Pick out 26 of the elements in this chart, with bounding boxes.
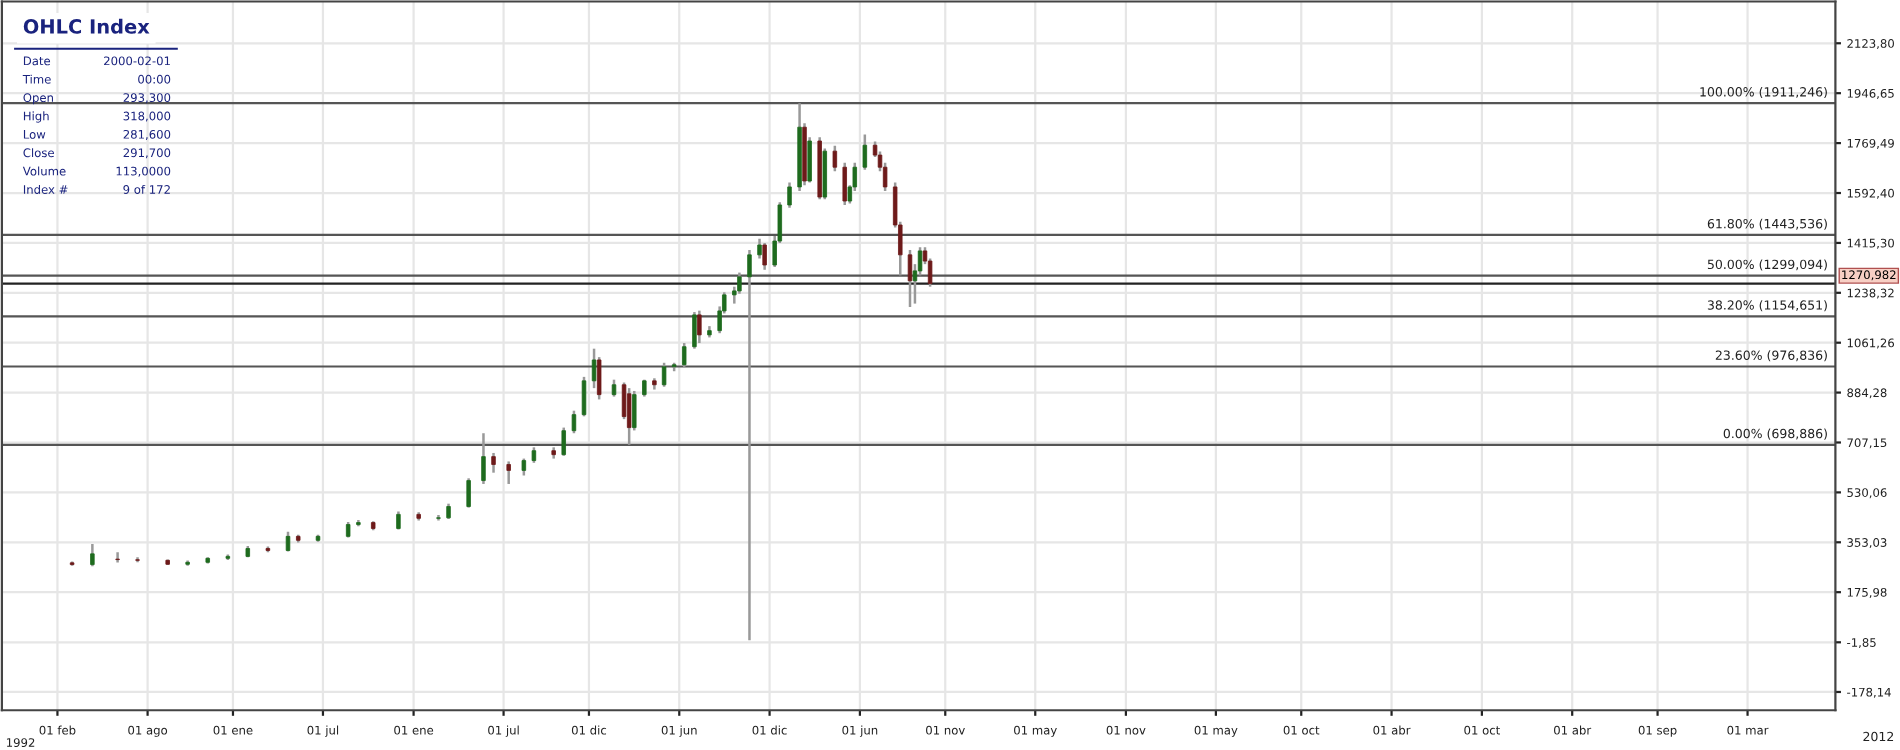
candlestick: [697, 309, 702, 345]
candlestick: [681, 341, 687, 369]
candlestick: [661, 361, 667, 388]
candlestick: [491, 451, 496, 474]
candlestick: [285, 530, 291, 553]
candlestick: [466, 477, 471, 509]
candlestick: [907, 248, 913, 309]
candlestick: [396, 510, 401, 531]
candlestick: [581, 375, 587, 418]
candlestick: [481, 431, 486, 486]
candlestick: [832, 144, 838, 173]
candlestick: [762, 241, 767, 272]
candlestick: [626, 386, 632, 447]
candlestick: [842, 161, 847, 207]
candlestick: [747, 248, 752, 642]
candlestick: [787, 181, 792, 210]
candlestick: [90, 542, 95, 568]
text: OHLC Index: [23, 18, 150, 34]
candlestick: [571, 409, 577, 435]
candlestick: [115, 550, 120, 564]
candlestick: [561, 426, 566, 458]
candlestick: [506, 460, 511, 486]
candlestick: [862, 133, 868, 171]
candlestick: [807, 136, 812, 184]
candlestick: [596, 355, 602, 401]
candlestick: [692, 310, 697, 350]
